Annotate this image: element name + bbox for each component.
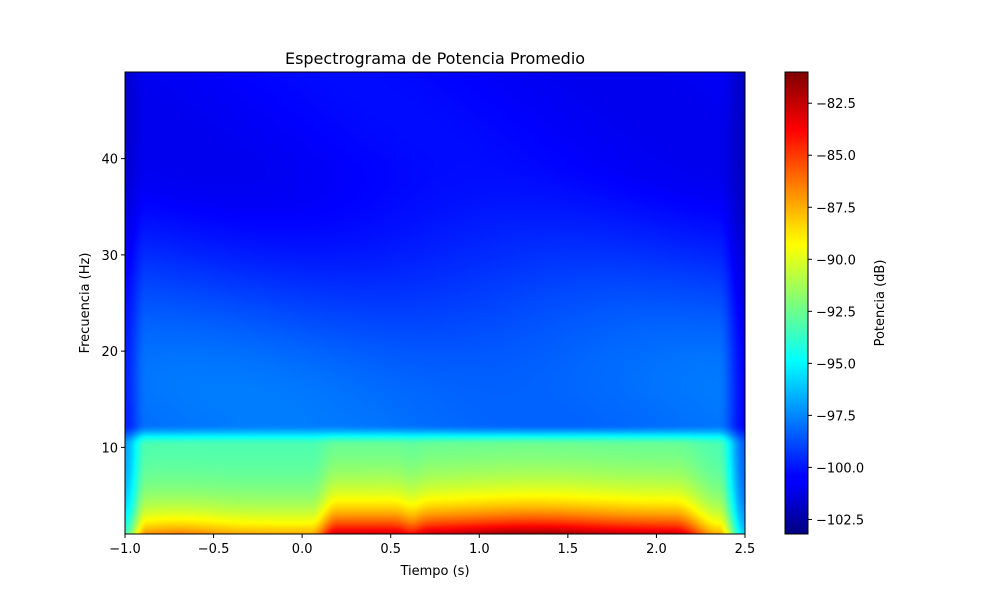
x-tick-label: 2.5 — [735, 542, 756, 557]
plot-area — [124, 71, 746, 535]
colorbar-tick-label: −97.5 — [816, 409, 856, 424]
x-tick-label: 0.0 — [292, 542, 313, 557]
x-axis: −1.0 −0.5 0.0 0.5 1.0 1.5 2.0 2.5 — [109, 534, 755, 557]
x-tick-label: −1.0 — [109, 542, 141, 557]
colorbar-frame — [784, 71, 809, 535]
colorbar-tick-label: −82.5 — [816, 97, 856, 112]
colorbar-ticks: −82.5 −85.0 −87.5 −90.0 −92.5 −95.0 −97.5 −100.… — [808, 97, 864, 528]
colorbar-tick-label: −95.0 — [816, 357, 856, 372]
x-axis-label: Tiempo (s) — [399, 564, 469, 579]
colorbar-tick-label: −90.0 — [816, 253, 856, 268]
colorbar-tick-label: −87.5 — [816, 201, 856, 216]
y-tick-label: 30 — [101, 249, 118, 264]
chart-title: Espectrograma de Potencia Promedio — [285, 49, 585, 68]
colorbar: −82.5 −85.0 −87.5 −90.0 −92.5 −95.0 −97.5 −100.… — [784, 71, 888, 535]
x-tick-label: 0.5 — [380, 542, 401, 557]
x-tick-label: −0.5 — [198, 542, 230, 557]
x-tick-label: 2.0 — [646, 542, 667, 557]
x-tick-label: 1.0 — [469, 542, 490, 557]
colorbar-tick-label: −100.0 — [816, 461, 864, 476]
colorbar-label: Potencia (dB) — [873, 260, 888, 347]
colorbar-tick-label: −92.5 — [816, 305, 856, 320]
y-axis: 10 20 30 40 — [101, 153, 125, 456]
x-tick-label: 1.5 — [558, 542, 579, 557]
colorbar-tick-label: −102.5 — [816, 513, 864, 528]
colorbar-tick-label: −85.0 — [816, 149, 856, 164]
colorbar-gradient — [785, 72, 808, 534]
y-tick-label: 10 — [101, 441, 118, 456]
plot-frame — [124, 71, 746, 535]
y-axis-label: Frecuencia (Hz) — [78, 253, 93, 354]
heatmap-image — [125, 72, 745, 534]
y-tick-label: 20 — [101, 345, 118, 360]
y-tick-label: 40 — [101, 153, 118, 168]
